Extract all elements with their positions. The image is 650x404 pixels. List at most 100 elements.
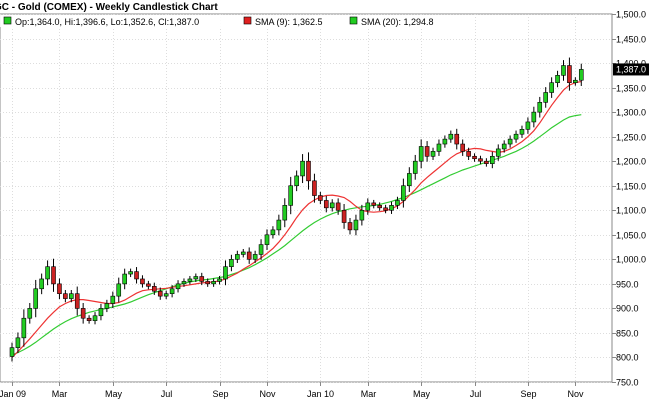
candle-down	[323, 200, 329, 209]
y-tick-label: 1,450.0	[616, 35, 646, 45]
candle-up	[543, 92, 549, 103]
candle-up	[181, 281, 187, 285]
candle-down	[466, 151, 471, 157]
y-tick-label: 1,300.0	[616, 108, 646, 118]
candle-up	[282, 205, 288, 221]
candle-up	[33, 288, 39, 309]
candle-down	[478, 158, 483, 162]
x-tick-label: Mar	[52, 389, 68, 399]
y-tick-label: 800.0	[616, 353, 639, 363]
legend-swatch	[349, 16, 358, 25]
y-tick-label: 950.0	[616, 280, 639, 290]
candle-up	[9, 347, 15, 357]
candle-up	[294, 175, 299, 187]
candle-up	[235, 254, 240, 260]
candle-up	[329, 202, 335, 209]
y-tick-label: 1,150.0	[616, 182, 646, 192]
x-tick-label: Nov	[259, 389, 276, 399]
y-tick-label: 750.0	[616, 378, 639, 388]
candle-up	[92, 315, 98, 321]
candle-up	[395, 200, 400, 206]
candle-down	[63, 293, 68, 299]
candle-up	[389, 205, 394, 211]
candle-down	[460, 143, 465, 152]
candle-up	[258, 244, 264, 255]
x-tick-label: Jan 09	[0, 389, 26, 399]
candle-down	[424, 146, 430, 157]
candle-up	[549, 82, 554, 93]
candle-down	[199, 276, 205, 282]
candle-up	[573, 79, 578, 83]
plot-area	[0, 13, 613, 383]
candle-up	[495, 148, 501, 157]
candle-up	[104, 303, 110, 309]
y-tick-label: 1,250.0	[616, 133, 646, 143]
candle-down	[454, 133, 460, 145]
candle-down	[312, 180, 317, 196]
candle-down	[472, 155, 477, 160]
candle-up	[116, 283, 122, 297]
candle-up	[223, 266, 228, 280]
legend-label: SMA (20): 1,294.8	[361, 17, 434, 27]
x-tick-label: Mar	[361, 389, 377, 399]
last-value-label: 1,387.0	[616, 64, 646, 74]
candle-up	[442, 138, 448, 145]
candle-down	[157, 290, 163, 297]
x-tick-label: May	[105, 389, 123, 399]
candle-up	[436, 143, 442, 152]
y-tick-label: 1,050.0	[616, 231, 646, 241]
candle-up	[110, 295, 116, 304]
candle-down	[152, 286, 157, 292]
candle-down	[371, 202, 377, 206]
candle-up	[240, 251, 246, 255]
candle-up	[169, 288, 175, 294]
candle-up	[229, 259, 234, 267]
candle-up	[276, 219, 282, 231]
x-tick-label: Jul	[161, 389, 173, 399]
candle-up	[270, 229, 276, 236]
candle-up	[525, 121, 531, 130]
y-tick-label: 1,100.0	[616, 206, 646, 216]
candle-up	[401, 185, 406, 201]
candle-up	[537, 102, 543, 113]
legend-background	[0, 15, 450, 27]
candle-up	[412, 160, 418, 174]
candle-up	[490, 155, 495, 164]
candle-down	[377, 205, 382, 209]
candle-down	[484, 160, 489, 164]
candle-down	[146, 283, 151, 287]
candle-down	[80, 308, 86, 319]
candle-down	[134, 271, 139, 280]
x-tick-label: May	[413, 389, 431, 399]
candle-up	[448, 133, 454, 140]
candle-down	[74, 293, 80, 309]
x-tick-label: Jan 10	[307, 389, 334, 399]
candle-up	[519, 129, 525, 135]
x-tick-label: Nov	[567, 389, 584, 399]
legend-label: SMA (9): 1,362.5	[255, 17, 323, 27]
y-tick-label: 1,500.0	[616, 10, 646, 20]
candle-up	[45, 266, 50, 280]
x-tick-label: Sep	[212, 389, 228, 399]
chart-title: GC - Gold (COMEX) - Weekly Candlestick C…	[0, 2, 218, 13]
candle-up	[163, 293, 169, 297]
candle-up	[252, 254, 258, 260]
candle-up	[561, 65, 566, 76]
y-tick-label: 1,350.0	[616, 84, 646, 94]
legend-swatch	[243, 16, 252, 25]
candle-up	[365, 202, 371, 211]
candle-up	[15, 337, 21, 348]
candle-up	[27, 308, 33, 319]
candle-down	[318, 195, 323, 201]
candle-down	[140, 278, 145, 285]
legend-swatch	[3, 16, 12, 25]
legend-label: Op:1,364.0, Hi:1,396.6, Lo:1,352.6, Cl:1…	[15, 17, 199, 27]
candle-up	[513, 133, 519, 140]
candle-down	[567, 65, 572, 83]
last-value-badge	[613, 63, 649, 76]
candle-up	[187, 278, 193, 282]
candle-down	[335, 202, 341, 211]
candle-up	[501, 143, 507, 150]
